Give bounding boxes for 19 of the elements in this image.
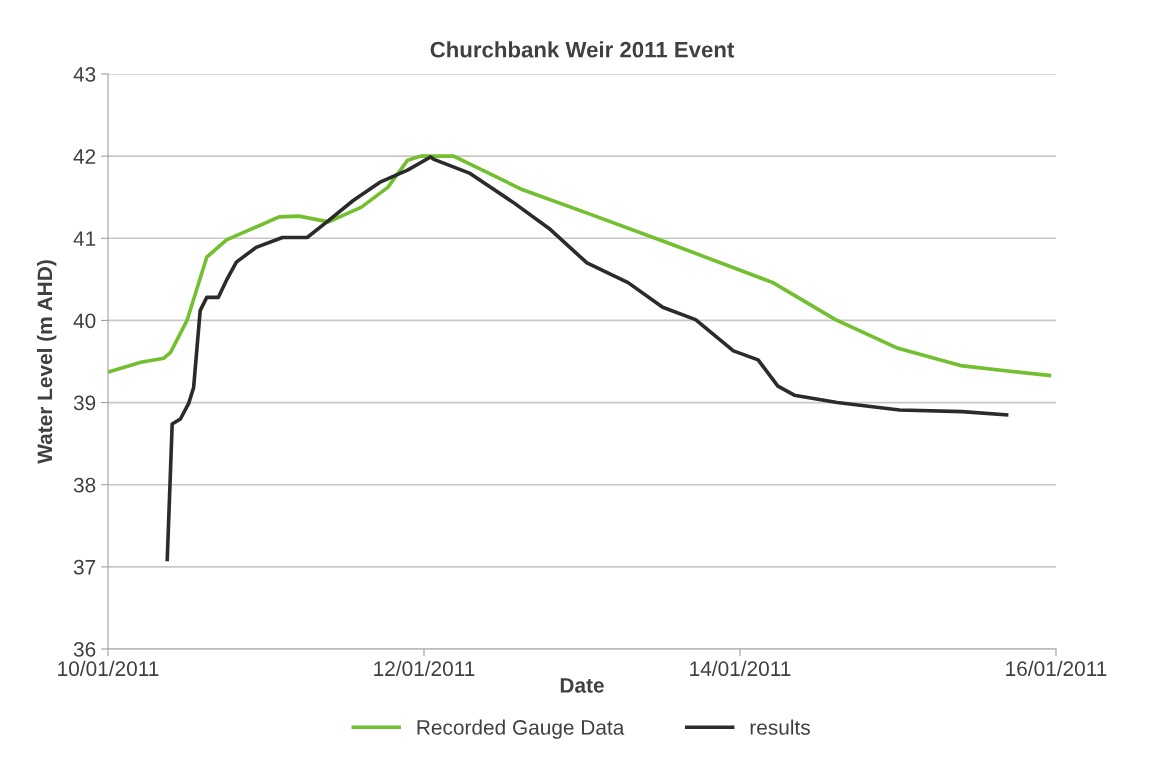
y-tick-label: 42	[73, 149, 96, 164]
y-tick-label: 39	[73, 395, 96, 411]
x-axis-title: Date	[560, 678, 604, 693]
x-tick-label: 12/01/2011	[374, 660, 475, 677]
legend-label: Recorded Gauge Data	[417, 719, 625, 739]
y-tick-label: 43	[73, 67, 96, 82]
x-tick-label: 16/01/2011	[1006, 660, 1107, 677]
y-tick-label: 37	[73, 559, 96, 575]
y-tick-label: 41	[73, 231, 96, 246]
chart-title: Churchbank Weir 2011 Event	[430, 41, 735, 58]
x-tick-label: 10/01/2011	[58, 660, 159, 677]
y-tick-label: 36	[73, 642, 96, 657]
y-tick-label: 38	[73, 477, 96, 493]
legend-label: results	[750, 719, 810, 735]
x-tick-label: 14/01/2011	[690, 660, 791, 677]
line-series	[108, 154, 1052, 378]
line-series	[165, 155, 1009, 562]
y-tick-label: 40	[73, 313, 96, 329]
y-axis-title: Water Level (m AHD)	[36, 260, 57, 464]
